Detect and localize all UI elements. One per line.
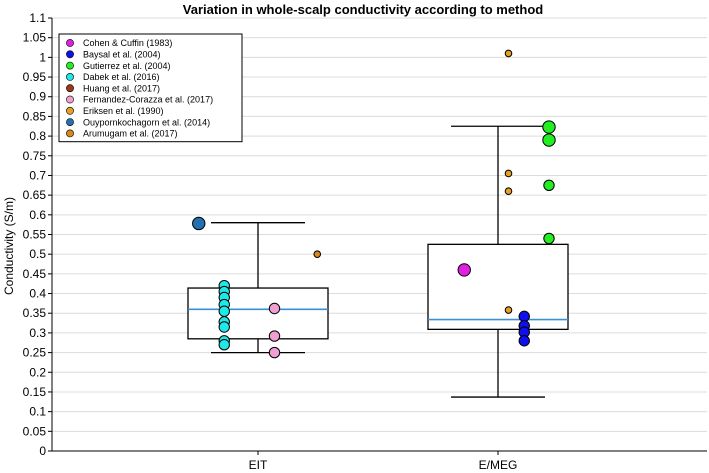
y-tick-label: 0.85 [23,109,47,123]
legend-marker [66,118,74,126]
data-point [542,120,556,134]
y-tick-label: 0.65 [23,188,47,202]
legend-entry: Dabek et al. (2016) [83,72,160,82]
data-point [504,49,513,58]
iqr-box [187,287,329,340]
y-tick-label: 0.2 [29,365,46,379]
y-tick-label: 0.3 [29,326,46,340]
legend-entry: Baysal et al. (2004) [83,50,161,60]
data-point [504,187,513,195]
legend-box [58,33,243,143]
data-point [518,335,530,347]
y-tick-label: 1 [39,50,46,64]
legend-marker [66,50,74,59]
legend-marker [66,95,74,104]
iqr-box [427,243,569,331]
x-tick-label: E/MEG [479,458,518,472]
y-tick-label: 0.05 [23,424,47,438]
data-point [268,330,281,342]
y-tick-label: 0.5 [29,247,46,261]
point-layer [192,49,556,359]
legend-marker [66,61,74,70]
y-tick-label: 0.15 [23,385,47,399]
axes-layer: 0 0.05 0.1 0.15 0.2 0.25 0.3 0.35 0.4 0.45 0.5 0.55… [23,11,707,472]
legend: Cohen & Cuffin (1983) Baysal et al. (2004… [58,33,243,143]
legend-marker [66,129,74,138]
chart-title: Variation in whole-scalp conductivity ac… [183,2,543,17]
y-tick-label: 0.8 [29,129,46,143]
data-point [542,133,556,147]
y-tick-label: 0.35 [23,306,47,320]
legend-entry: Eriksen et al. (1990) [83,106,164,116]
legend-entry: Arumugam et al. (2017) [83,129,178,139]
data-point [218,305,230,317]
data-point [313,250,322,258]
data-point [504,169,513,178]
y-tick-label: 0.95 [23,70,47,84]
legend-entry: Fernandez-Corazza et al. (2017) [83,95,213,105]
y-tick-label: 0.6 [29,208,46,222]
y-tick-label: 0.55 [23,228,47,242]
data-point [218,321,230,333]
data-point [543,179,555,191]
legend-marker [66,73,74,81]
data-point [218,339,230,351]
y-tick-label: 0.7 [29,168,46,182]
data-point [268,302,281,315]
x-tick-label: EIT [249,458,268,472]
data-point [457,263,471,277]
y-tick-label: 0.75 [23,149,47,163]
data-point [268,346,281,359]
legend-entry: Gutierrez et al. (2004) [83,61,171,71]
data-point [192,216,206,231]
box-layer [187,125,569,398]
legend-entry: Huang et al. (2017) [83,83,160,93]
y-tick-label: 1.05 [23,31,47,45]
data-point [504,306,513,314]
y-axis-label: Conductivity (S/m) [2,197,16,295]
legend-marker [66,106,74,115]
legend-entry: Cohen & Cuffin (1983) [83,38,172,48]
legend-marker [66,39,74,47]
y-tick-label: 0.45 [23,267,47,281]
y-tick-label: 1.1 [29,11,46,25]
grid-layer [52,17,707,452]
legend-marker [66,84,74,93]
y-tick-label: 0.4 [29,287,46,301]
legend-entry: Ouypornkochagorn et al. (2014) [83,117,210,127]
data-point [518,310,530,323]
data-point [543,232,555,245]
y-tick-label: 0.1 [29,405,46,419]
y-tick-label: 0.25 [23,346,47,360]
y-tick-label: 0 [39,444,46,458]
y-tick-label: 0.9 [29,90,46,104]
